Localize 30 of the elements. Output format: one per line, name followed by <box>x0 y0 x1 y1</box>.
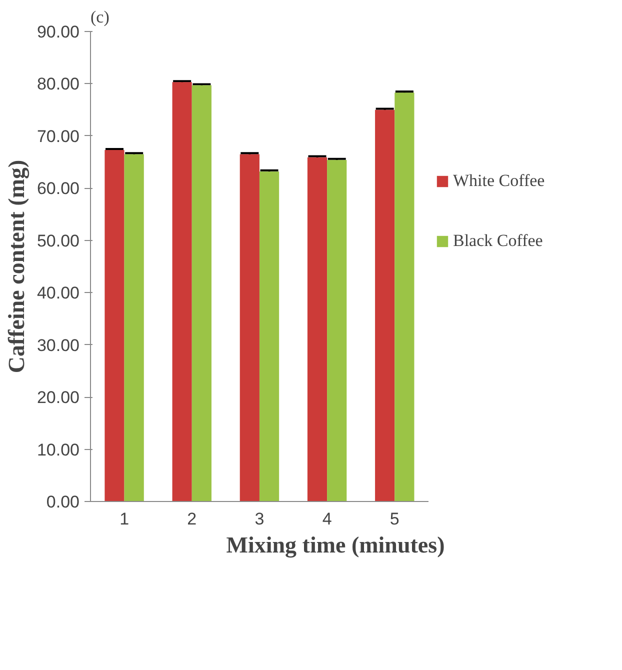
bar <box>192 85 212 502</box>
y-tick-label: 40.00 <box>36 284 80 303</box>
y-tick-label: 30.00 <box>36 336 80 355</box>
x-tick-label: 4 <box>322 510 332 528</box>
y-axis-title: Caffeine content (mg) <box>4 160 30 374</box>
legend-label: White Coffee <box>453 171 545 191</box>
text: (c) <box>90 8 110 26</box>
y-tick-label: 10.00 <box>36 440 80 460</box>
x-tick-label: 1 <box>120 510 130 528</box>
bar <box>172 82 192 502</box>
x-tick-label: 2 <box>187 510 197 528</box>
bar <box>307 157 328 502</box>
y-tick-label: 90.00 <box>36 22 80 42</box>
x-axis-title: Mixing time (minutes) <box>226 532 445 558</box>
legend-label: Black Coffee <box>453 231 543 251</box>
bar <box>327 160 347 502</box>
bar <box>104 150 124 502</box>
bar <box>394 92 414 502</box>
x-tick-label: 3 <box>254 510 264 528</box>
y-tick-label: 60.00 <box>36 179 80 198</box>
bar <box>375 110 395 502</box>
bar <box>240 154 260 502</box>
y-tick-label: 20.00 <box>36 388 80 408</box>
bar <box>124 154 144 502</box>
y-tick-label: 0.00 <box>46 492 80 512</box>
y-tick-label: 80.00 <box>36 74 80 94</box>
x-tick-label: 5 <box>390 510 400 528</box>
bar <box>259 171 280 502</box>
y-tick-label: 50.00 <box>36 231 80 250</box>
y-tick-label: 70.00 <box>36 126 80 146</box>
